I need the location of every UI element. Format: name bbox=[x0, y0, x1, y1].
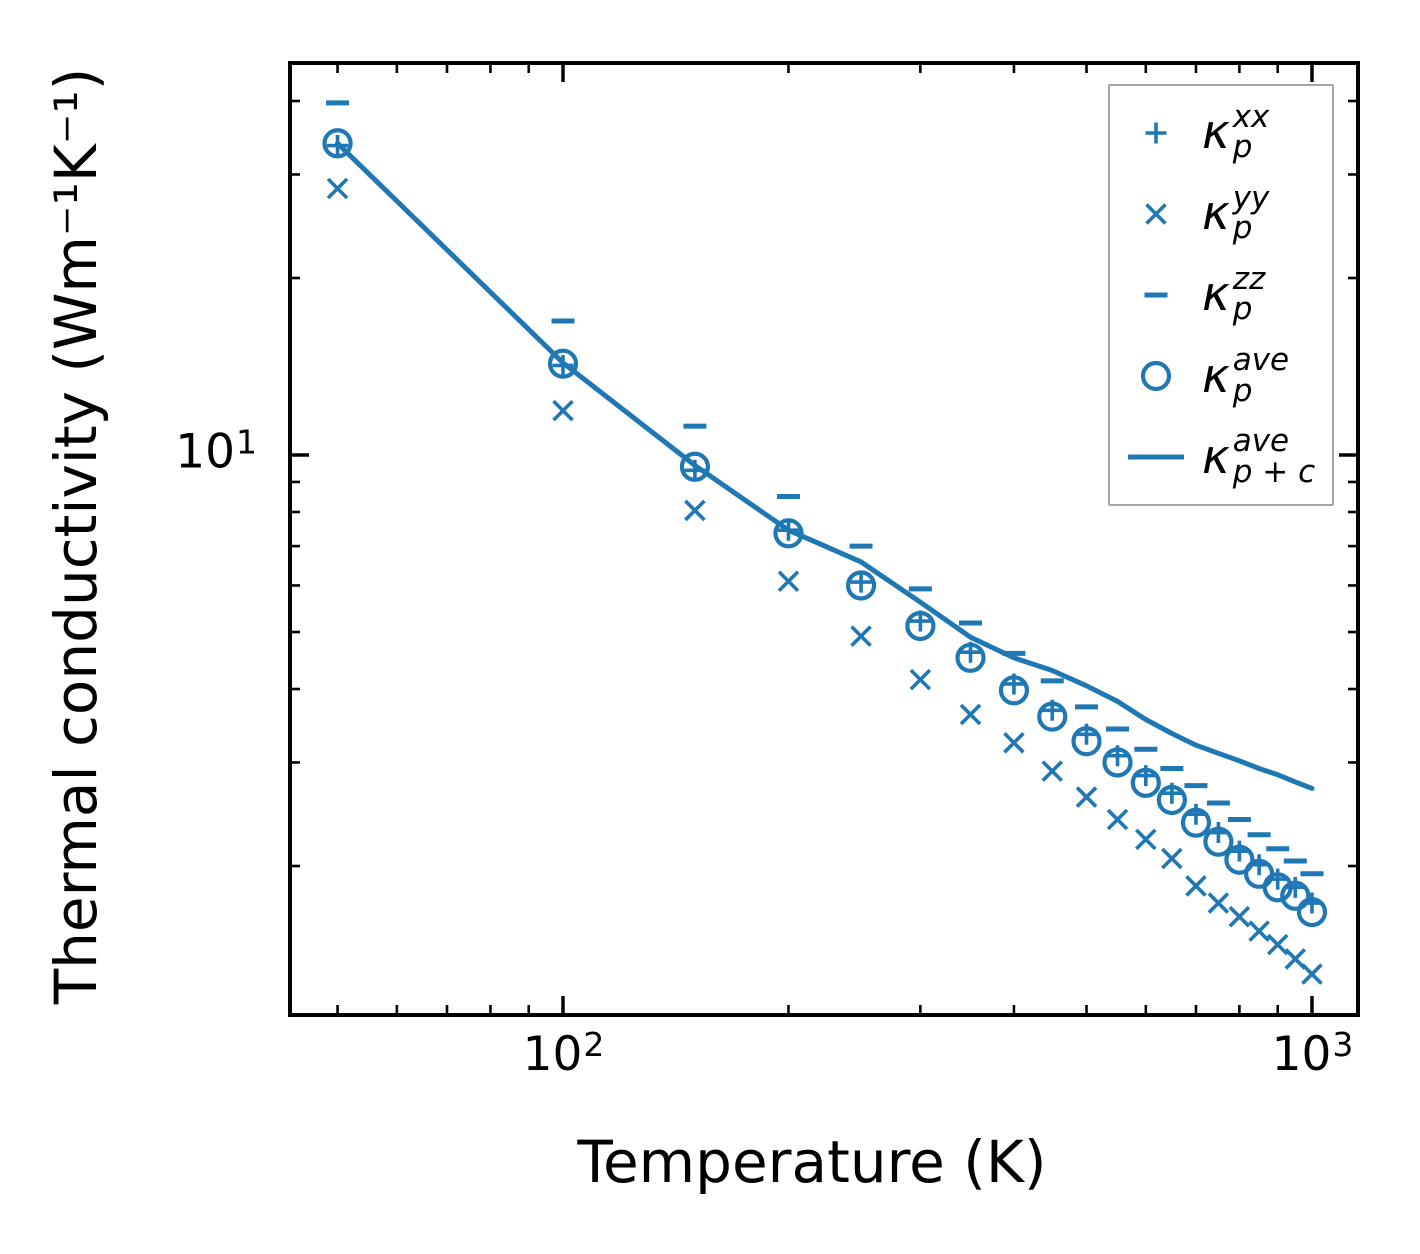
plus-marker bbox=[909, 610, 931, 632]
dash-marker-icon bbox=[1110, 265, 1202, 325]
plus-marker bbox=[1107, 745, 1129, 767]
plus-marker bbox=[1041, 699, 1063, 721]
cross-marker bbox=[1106, 808, 1129, 831]
circle-marker bbox=[322, 128, 353, 159]
legend-entry: κ zz p bbox=[1110, 255, 1332, 335]
plus-marker bbox=[777, 519, 799, 541]
plus-marker bbox=[1076, 723, 1098, 745]
circle-marker-icon bbox=[1110, 346, 1202, 406]
plus-marker bbox=[1284, 876, 1306, 898]
legend-label: κ zz p bbox=[1202, 261, 1266, 328]
cross-marker bbox=[1248, 920, 1270, 942]
plus-marker bbox=[1248, 854, 1270, 876]
plus-marker-icon bbox=[1110, 103, 1202, 163]
plus-marker bbox=[1207, 822, 1229, 844]
cross-marker bbox=[326, 177, 349, 200]
legend-entry: κ xx p bbox=[1110, 93, 1332, 173]
y-tick-label: 101 bbox=[175, 422, 257, 480]
cross-marker bbox=[1075, 786, 1098, 808]
plus-marker bbox=[1228, 840, 1250, 862]
series-kappa-xx bbox=[327, 135, 1323, 914]
plus-marker bbox=[1003, 673, 1025, 695]
plus-marker bbox=[684, 459, 706, 481]
cross-marker bbox=[959, 703, 982, 726]
plus-marker bbox=[1185, 803, 1207, 825]
legend-entry: κ yy p bbox=[1110, 174, 1332, 254]
series-kappa-zz bbox=[326, 100, 1324, 877]
cross-marker bbox=[850, 625, 872, 647]
cross-marker bbox=[1003, 732, 1025, 754]
legend-label: κ yy p bbox=[1202, 179, 1270, 247]
legend-entry: κ ave p bbox=[1110, 336, 1332, 416]
cross-marker bbox=[1185, 875, 1207, 897]
plus-marker bbox=[1267, 868, 1289, 890]
y-axis-label: Thermal conductivity (Wm⁻¹K⁻¹) bbox=[42, 67, 110, 1005]
plot-frame bbox=[288, 61, 1360, 1017]
cross-marker bbox=[777, 570, 800, 593]
series-kappa-yy bbox=[326, 177, 1323, 985]
legend: κ xx p κ yy p κ zz p κ ave p κ ave p + c bbox=[1108, 84, 1334, 506]
plus-marker bbox=[1135, 765, 1157, 787]
plus-marker bbox=[1301, 892, 1323, 914]
cross-marker bbox=[1161, 847, 1183, 870]
legend-label: κ xx p bbox=[1202, 98, 1270, 166]
cross-marker bbox=[1284, 948, 1307, 970]
cross-marker bbox=[1207, 892, 1230, 914]
plus-marker bbox=[1161, 782, 1183, 804]
cross-marker bbox=[552, 399, 574, 422]
plus-marker bbox=[327, 135, 349, 157]
cross-marker bbox=[684, 499, 706, 522]
cross-marker bbox=[909, 668, 932, 691]
plus-marker bbox=[850, 571, 872, 593]
cross-marker bbox=[1266, 933, 1289, 956]
cross-marker bbox=[1135, 828, 1157, 851]
cross-marker bbox=[1301, 963, 1323, 985]
plus-marker bbox=[552, 354, 574, 376]
legend-label: κ ave p + c bbox=[1202, 423, 1316, 490]
x-tick-label: 103 bbox=[1271, 1025, 1354, 1082]
cross-marker-icon bbox=[1110, 184, 1202, 244]
plus-marker bbox=[959, 641, 981, 663]
legend-entry: κ ave p + c bbox=[1110, 417, 1332, 497]
cross-marker bbox=[1041, 760, 1064, 782]
x-axis-label: Temperature (K) bbox=[577, 1128, 1047, 1196]
x-tick-label: 102 bbox=[522, 1025, 605, 1082]
line-marker-icon bbox=[1110, 427, 1202, 487]
legend-label: κ ave p bbox=[1202, 342, 1290, 409]
cross-marker bbox=[1228, 905, 1251, 928]
circle-marker bbox=[547, 348, 579, 379]
